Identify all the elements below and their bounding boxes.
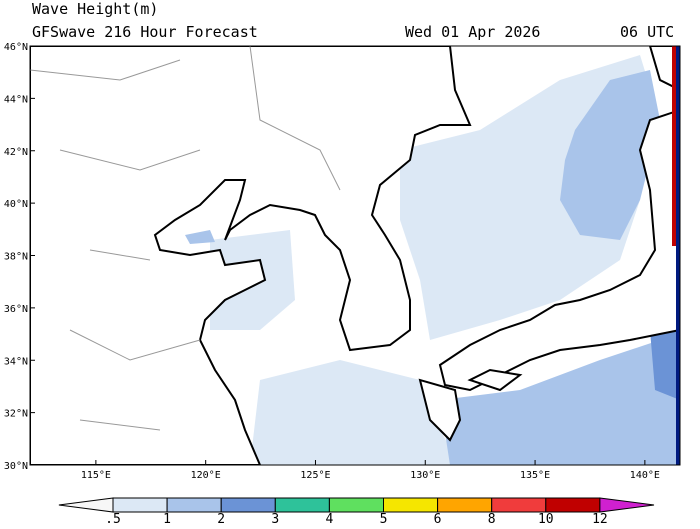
colorbar-label: 6 [434,512,442,525]
colorbar-label: 2 [217,512,225,525]
colorbar-label: 4 [325,512,333,525]
shade-strong [650,320,680,400]
colorbar-label: 12 [592,512,608,525]
colorbar-segment [383,497,439,513]
colorbar-segment [437,497,493,513]
lon-label: 140°E [630,470,660,481]
lon-label: 135°E [520,470,550,481]
subtitle: GFSwave 216 Hour Forecast [32,23,258,41]
colorbar-segment [166,497,222,513]
lon-label: 125°E [300,470,330,481]
lon-label: 120°E [191,470,221,481]
colorbar-segment [491,497,547,513]
title: Wave Height(m) [32,0,158,18]
colorbar-segment [274,497,330,513]
colorbar-segment [545,497,601,513]
colorbar-segment [220,497,276,513]
colorbar-label: 1 [163,512,171,525]
lat-label: 42°N [4,147,28,158]
colorbar-low [58,497,114,513]
shade-light [250,360,460,465]
date: Wed 01 Apr 2026 [405,23,540,41]
shikoku [467,368,523,392]
time: 06 UTC [620,23,674,41]
colorbar-label: 5 [380,512,388,525]
colorbar-segment [112,497,168,513]
edge [672,46,676,246]
edge [676,46,680,465]
shade-medium [185,230,215,244]
shade-medium [560,70,660,240]
mainland [30,46,472,465]
colorbar-label: .5 [105,512,121,525]
lat-label: 30°N [4,461,28,472]
shade-medium [440,330,680,465]
colorbar-label: 3 [271,512,279,525]
colorbar-high [599,497,655,513]
lat-label: 32°N [4,409,28,420]
map-area [30,46,680,465]
lat-label: 38°N [4,252,28,263]
lat-label: 36°N [4,304,28,315]
lon-label: 130°E [410,470,440,481]
colorbar-label: 10 [538,512,554,525]
colorbar-segment [328,497,384,513]
lon-label: 115°E [81,470,111,481]
lat-label: 44°N [4,94,28,105]
lat-label: 40°N [4,199,28,210]
kyushu [418,378,462,442]
lat-label: 46°N [4,42,28,53]
borders [30,46,341,431]
lat-label: 34°N [4,356,28,367]
honshu [438,108,680,392]
colorbar-label: 8 [488,512,496,525]
